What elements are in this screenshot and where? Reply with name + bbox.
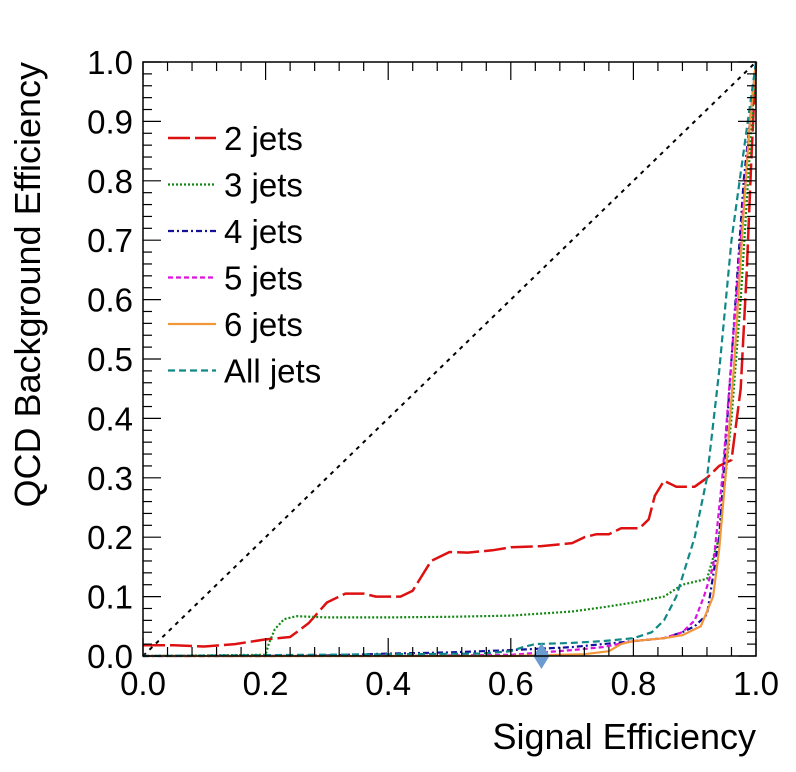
series-line-3-jets <box>142 61 758 658</box>
legend-label: 4 jets <box>224 213 303 250</box>
y-tick-label: 1.0 <box>87 44 133 81</box>
series-line-all-jets <box>142 61 758 658</box>
x-tick-label: 0.4 <box>365 665 411 702</box>
legend: 2 jets 3 jets 4 jets 5 jets 6 jets All jets <box>168 120 321 390</box>
legend-entry: 3 jets <box>168 167 303 204</box>
legend-entry: 5 jets <box>168 260 303 297</box>
tick-marks <box>142 61 757 657</box>
legend-label: 6 jets <box>224 306 303 343</box>
y-tick-label: 0.5 <box>87 341 133 378</box>
y-tick-label: 0.3 <box>87 460 133 497</box>
series-line-5-jets <box>143 61 758 658</box>
y-tick-label: 0.9 <box>87 103 133 140</box>
y-tick-label: 0.0 <box>87 638 133 675</box>
legend-entry: 4 jets <box>168 213 303 250</box>
reference-diagonal <box>142 61 757 657</box>
y-tick-label: 0.6 <box>87 282 133 319</box>
legend-label: 3 jets <box>224 167 303 204</box>
legend-label: All jets <box>224 353 321 390</box>
x-axis-label: Signal Efficiency <box>493 716 756 757</box>
legend-entry: 2 jets <box>168 120 303 157</box>
x-tick-label: 0.6 <box>488 665 534 702</box>
y-tick-label: 0.1 <box>87 579 133 616</box>
y-axis-label: QCD Background Efficiency <box>7 62 48 508</box>
x-tick-label: 0.2 <box>243 665 289 702</box>
y-tick-label: 0.8 <box>87 163 133 200</box>
legend-entry: 6 jets <box>168 306 303 343</box>
x-tick-label: 1.0 <box>733 665 779 702</box>
x-tick-label: 0.0 <box>120 665 166 702</box>
y-tick-label: 0.7 <box>87 222 133 259</box>
y-tick-label: 0.4 <box>87 400 133 437</box>
y-tick-label: 0.2 <box>87 519 133 556</box>
tick-labels: 0.0 0.2 0.4 0.6 0.8 1.0 0.0 0.1 0.2 0.3 0.4 0.5 0.6 0… <box>87 44 779 702</box>
legend-label: 2 jets <box>224 120 303 157</box>
legend-entry: All jets <box>168 353 321 390</box>
series-line-6-jets <box>143 61 758 658</box>
x-tick-label: 0.8 <box>610 665 656 702</box>
legend-label: 5 jets <box>224 260 303 297</box>
